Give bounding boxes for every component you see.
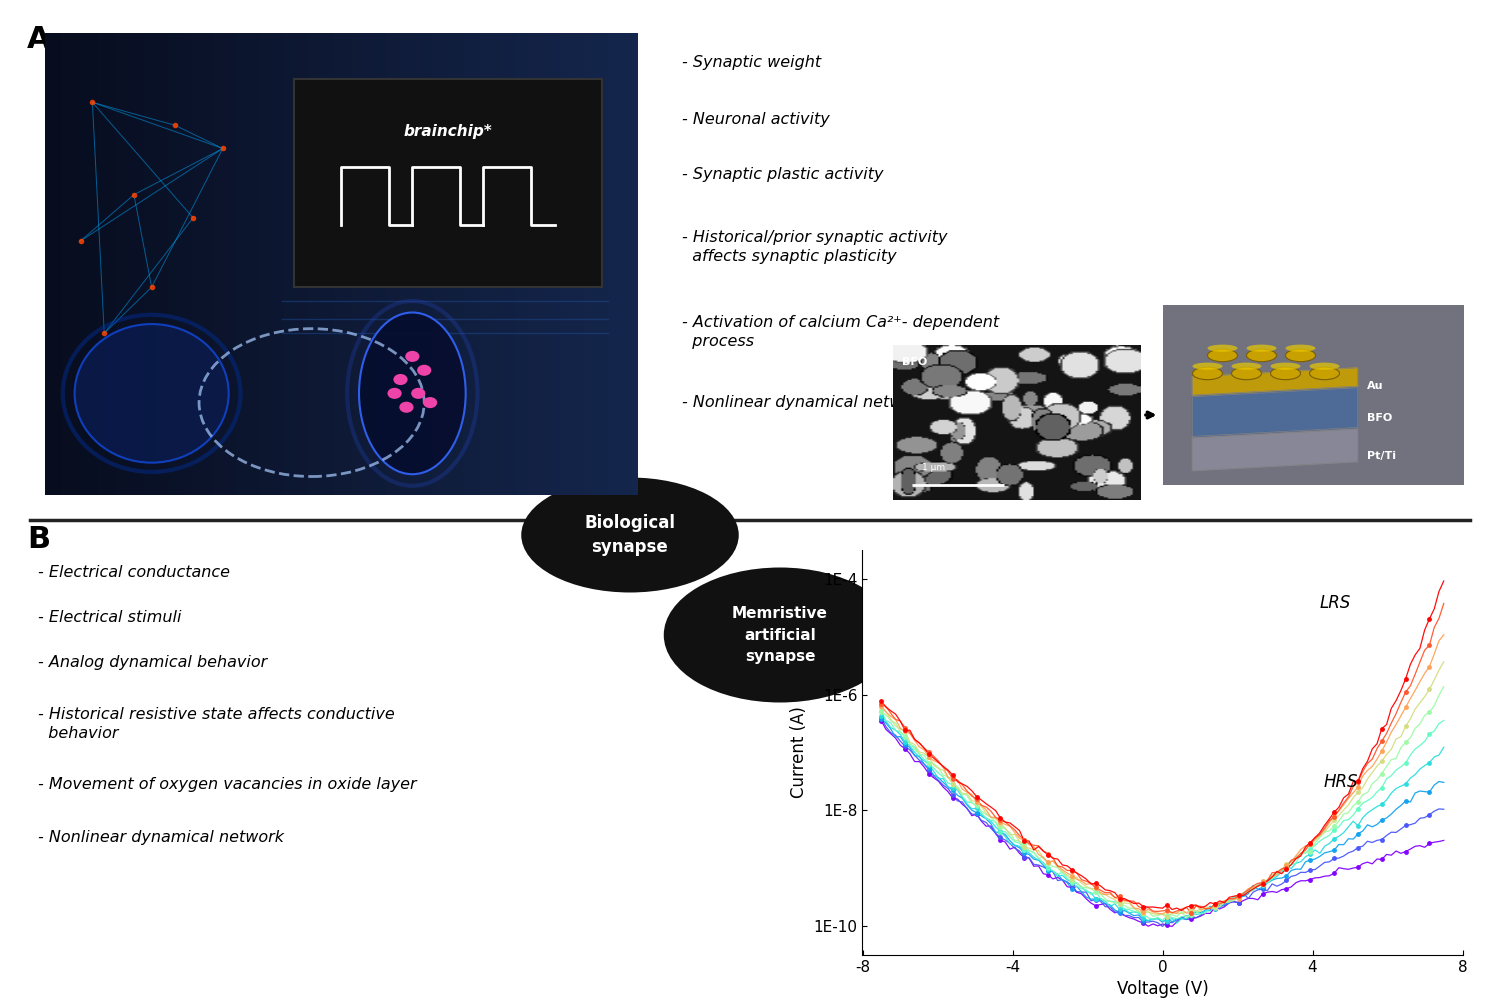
- Ellipse shape: [1208, 345, 1237, 352]
- Text: - Historical resistive state affects conductive
  behavior: - Historical resistive state affects con…: [38, 707, 394, 741]
- Text: B: B: [27, 525, 50, 554]
- X-axis label: Voltage (V): Voltage (V): [1116, 980, 1209, 998]
- Text: BFO: BFO: [1366, 413, 1392, 423]
- Text: Au: Au: [1366, 381, 1383, 391]
- Circle shape: [417, 365, 432, 376]
- Text: - Activation of calcium Ca²⁺- dependent
  process: - Activation of calcium Ca²⁺- dependent …: [682, 315, 999, 349]
- Text: - Synaptic weight: - Synaptic weight: [682, 55, 822, 70]
- Polygon shape: [1192, 368, 1358, 395]
- Ellipse shape: [1246, 345, 1276, 352]
- Ellipse shape: [1286, 349, 1316, 362]
- Text: LRS: LRS: [1320, 594, 1352, 612]
- Circle shape: [405, 351, 420, 362]
- Ellipse shape: [1270, 363, 1300, 370]
- Text: BFO: BFO: [903, 357, 927, 367]
- Ellipse shape: [358, 313, 465, 474]
- Ellipse shape: [75, 324, 228, 463]
- Ellipse shape: [522, 478, 738, 592]
- Ellipse shape: [663, 568, 897, 702]
- Circle shape: [399, 402, 414, 413]
- Ellipse shape: [1310, 363, 1340, 370]
- Text: - Historical/prior synaptic activity
  affects synaptic plasticity: - Historical/prior synaptic activity aff…: [682, 230, 948, 264]
- Text: - Nonlinear dynamical network: - Nonlinear dynamical network: [682, 395, 928, 410]
- Text: brainchip*: brainchip*: [404, 124, 492, 139]
- Text: - Analog dynamical behavior: - Analog dynamical behavior: [38, 655, 267, 670]
- Ellipse shape: [1270, 367, 1300, 380]
- Text: HRS: HRS: [1323, 773, 1359, 791]
- Text: - Movement of oxygen vacancies in oxide layer: - Movement of oxygen vacancies in oxide …: [38, 777, 416, 792]
- Bar: [294, 79, 602, 287]
- Text: Memristive
artificial
synapse: Memristive artificial synapse: [732, 606, 828, 664]
- Ellipse shape: [1232, 363, 1262, 370]
- Text: - Electrical conductance: - Electrical conductance: [38, 565, 230, 580]
- Polygon shape: [1192, 388, 1358, 436]
- Text: Biological
synapse: Biological synapse: [585, 514, 675, 556]
- Circle shape: [393, 374, 408, 385]
- Ellipse shape: [1310, 367, 1340, 380]
- Y-axis label: Current (A): Current (A): [790, 707, 808, 798]
- Text: Pt/Ti: Pt/Ti: [1366, 451, 1395, 461]
- Text: A: A: [27, 25, 51, 54]
- Circle shape: [387, 388, 402, 399]
- Text: - Synaptic plastic activity: - Synaptic plastic activity: [682, 167, 883, 182]
- Text: - Nonlinear dynamical network: - Nonlinear dynamical network: [38, 830, 284, 845]
- Polygon shape: [1192, 429, 1358, 471]
- Text: - Neuronal activity: - Neuronal activity: [682, 112, 831, 127]
- Ellipse shape: [1246, 349, 1276, 362]
- Circle shape: [423, 397, 436, 408]
- Ellipse shape: [1232, 367, 1262, 380]
- Ellipse shape: [1192, 363, 1222, 370]
- Text: - Electrical stimuli: - Electrical stimuli: [38, 610, 182, 625]
- Ellipse shape: [1286, 345, 1316, 352]
- Text: 1 μm: 1 μm: [922, 463, 945, 472]
- Ellipse shape: [1192, 367, 1222, 380]
- Circle shape: [411, 388, 426, 399]
- Ellipse shape: [1208, 349, 1237, 362]
